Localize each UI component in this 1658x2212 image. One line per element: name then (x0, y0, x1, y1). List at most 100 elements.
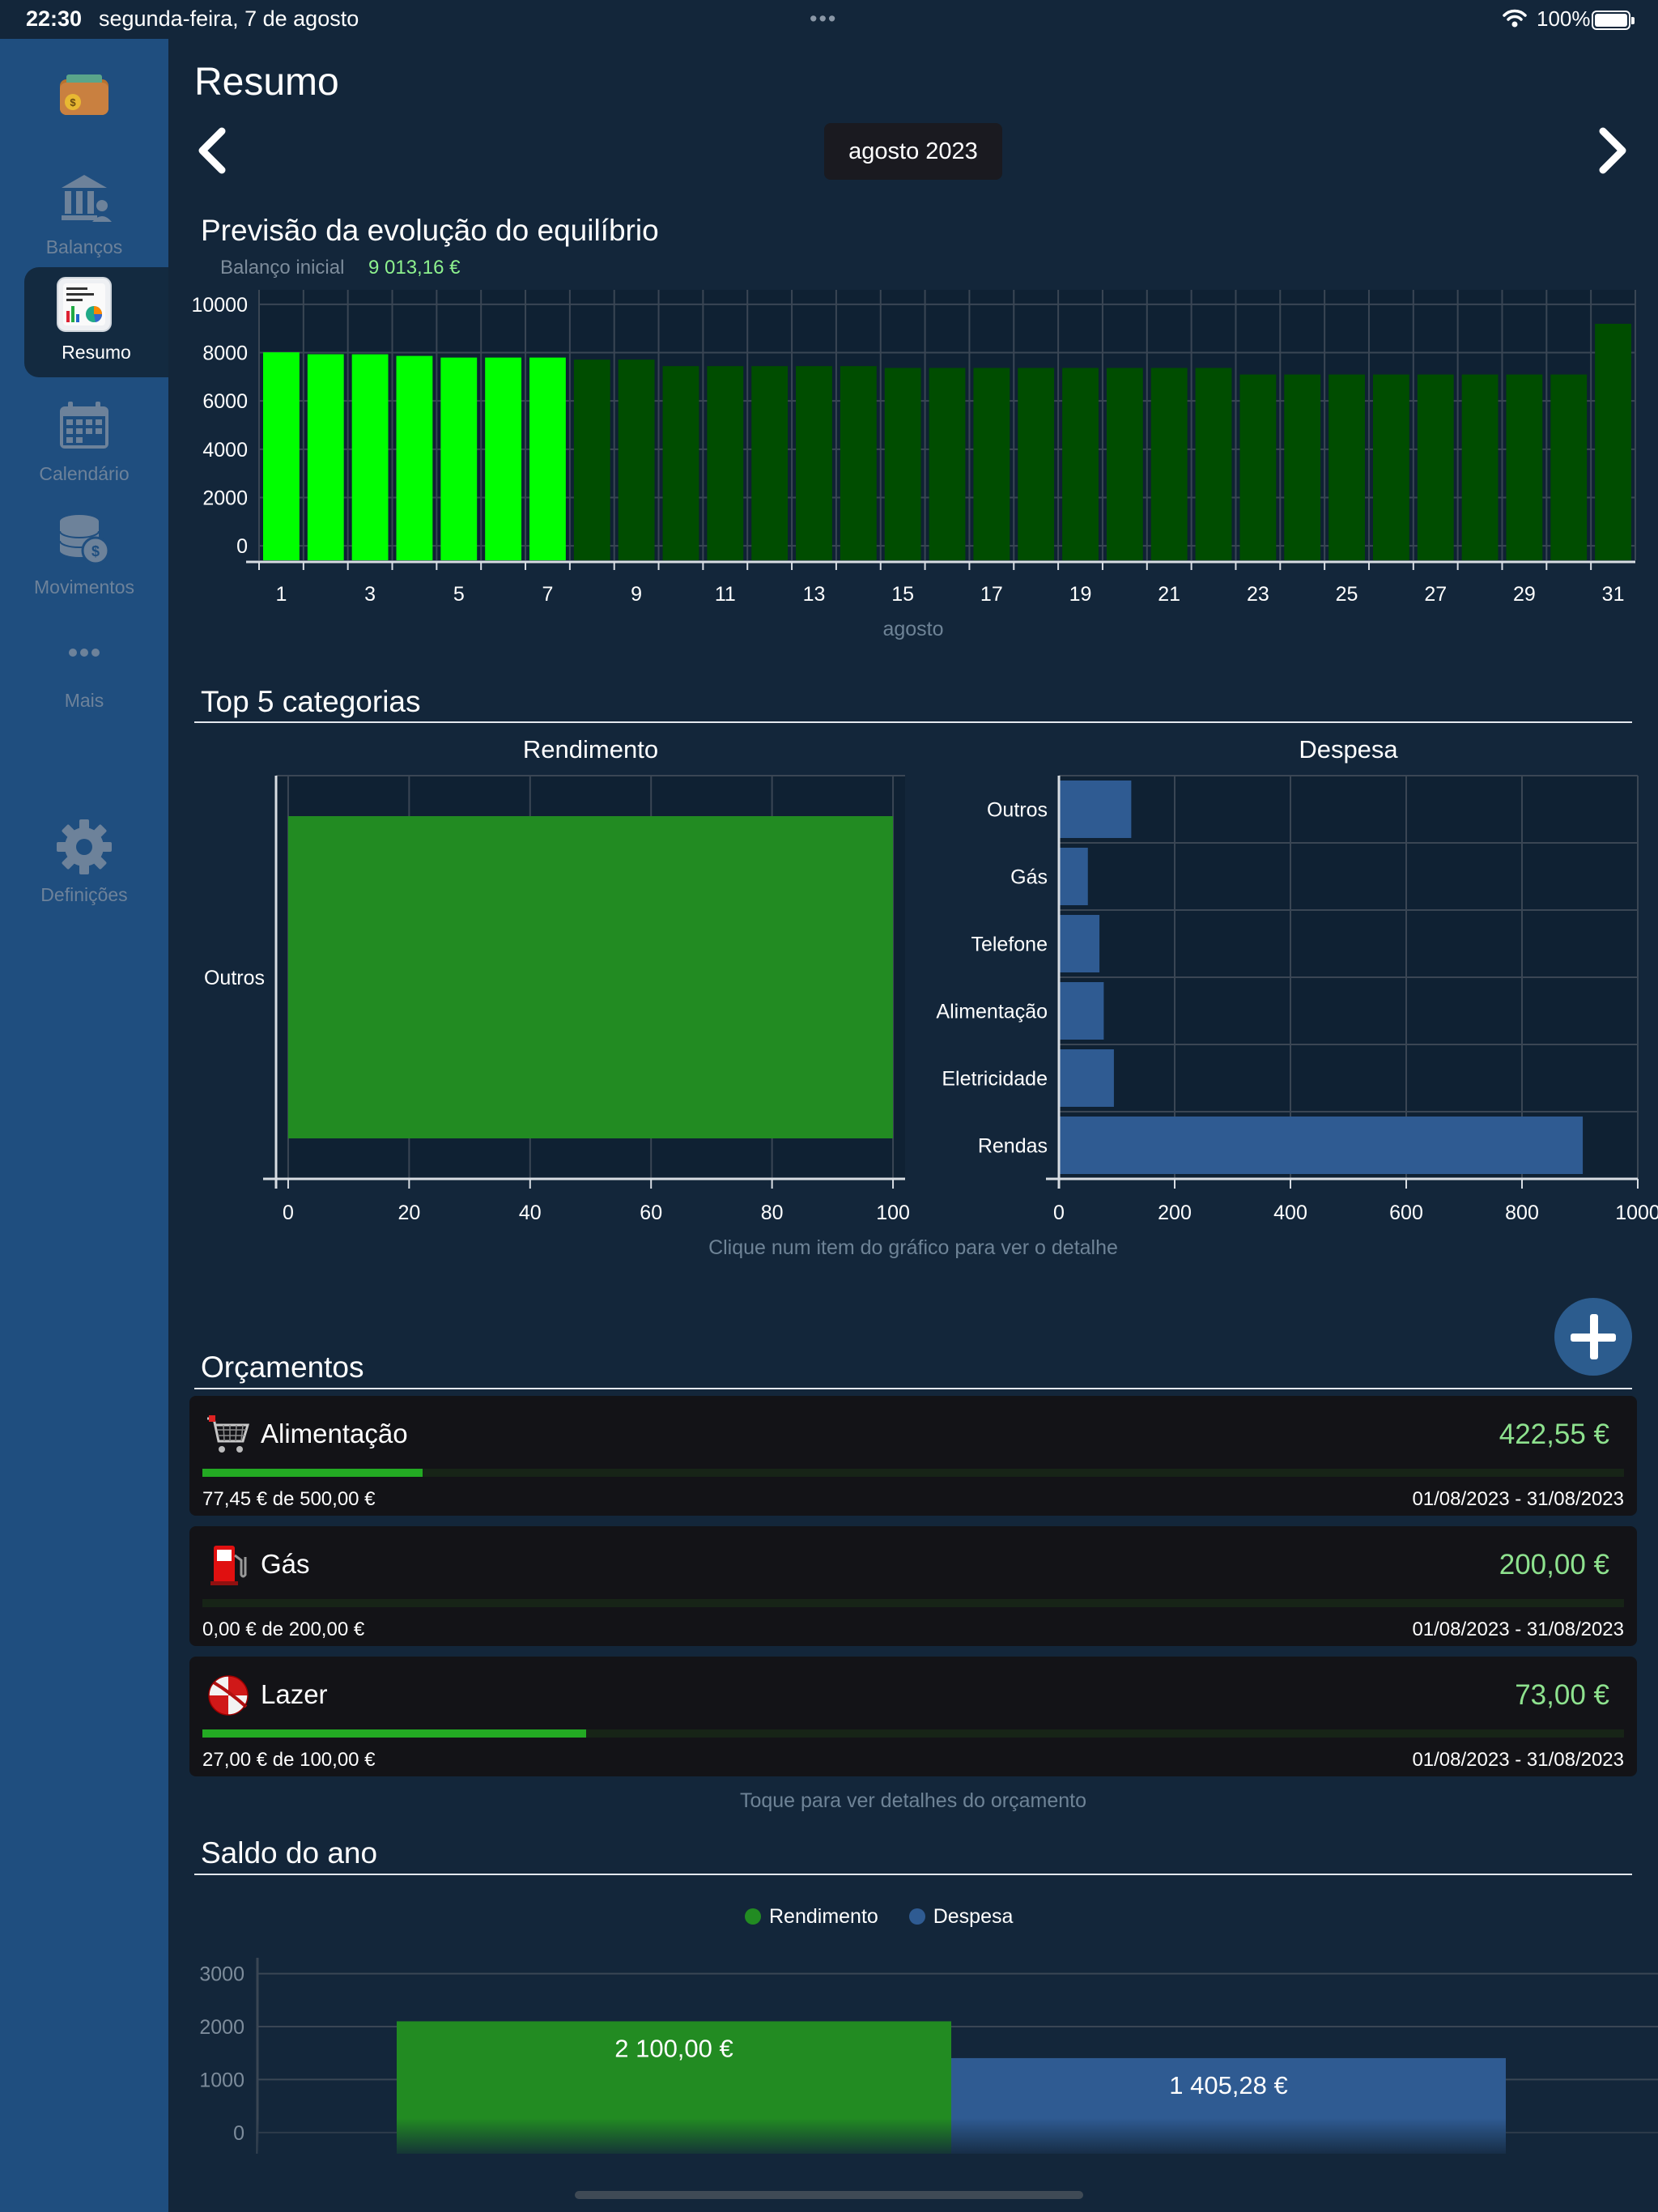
battery-icon (1592, 11, 1635, 30)
y-tick-label: 0 (236, 535, 248, 558)
x-tick-label: 27 (1424, 583, 1447, 606)
balance-forecast-title: Previsão da evolução do equilíbrio (201, 214, 659, 247)
x-tick-label: 1 (275, 583, 287, 606)
budgets-title: Orçamentos (201, 1351, 364, 1384)
wallet-icon: $ (60, 74, 108, 115)
category-label: Outros (204, 967, 265, 989)
x-tick-label: 25 (1336, 583, 1358, 606)
fuel-pump-icon (210, 1546, 247, 1585)
bar-day-6 (485, 357, 522, 560)
data-label: 2 100,00 € (614, 2034, 733, 2062)
x-tick-label: 17 (980, 583, 1003, 606)
bar-day-1 (263, 352, 300, 560)
budget-card-alimentacao[interactable]: Alimentação 422,55 € 77,45 € de 500,00 €… (189, 1396, 1637, 1516)
budget-hint: Toque para ver detalhes do orçamento (739, 1789, 1087, 1812)
x-tick-label: 21 (1158, 583, 1180, 606)
bar-day-7 (529, 357, 566, 560)
bar-day-9 (618, 359, 655, 560)
bar-day-27 (1417, 374, 1454, 560)
sidebar-item-definicoes[interactable]: Definições (0, 810, 168, 920)
section-divider (194, 1388, 1632, 1389)
sidebar-item-mais[interactable]: Mais (0, 615, 168, 725)
bar-day-31 (1595, 323, 1631, 560)
sidebar-item-balancos[interactable]: Balanços (0, 162, 168, 272)
chevron-right-icon[interactable] (1595, 126, 1630, 175)
bar-day-28 (1461, 374, 1499, 560)
initial-balance-value: 9 013,16 € (368, 257, 461, 279)
x-tick-label: 13 (803, 583, 826, 606)
bar-day-17 (973, 368, 1010, 560)
income-categories-chart[interactable]: Rendimento 0 20 40 60 80 100 Outros (168, 729, 913, 1263)
month-selector[interactable]: agosto 2023 (824, 123, 1002, 180)
y-tick-label: 0 (233, 2122, 244, 2145)
x-tick-label: 80 (761, 1202, 784, 1224)
expense-categories-chart[interactable]: Despesa 0 200 400 600 800 1000 Outros Gás Telefon… (913, 729, 1658, 1263)
battery-percent: 100% (1537, 6, 1591, 31)
more-icon (69, 649, 100, 657)
budget-remaining: 422,55 € (1499, 1419, 1609, 1450)
bar-day-24 (1284, 374, 1321, 560)
bar-day-14 (840, 366, 877, 560)
budget-spent: 0,00 € de 200,00 € (202, 1619, 365, 1640)
sidebar: $ Balanços Resumo (0, 39, 168, 2212)
budget-name: Gás (261, 1549, 310, 1579)
budget-progress-fill (202, 1469, 423, 1477)
budget-card-gas[interactable]: Gás 200,00 € 0,00 € de 200,00 € 01/08/20… (189, 1526, 1637, 1646)
status-date: segunda-feira, 7 de agosto (99, 6, 359, 31)
bar-eletricidade (1059, 1049, 1114, 1107)
bar-day-13 (796, 366, 832, 560)
x-tick-label: 200 (1158, 1202, 1192, 1224)
x-tick-label: 20 (397, 1202, 420, 1224)
bottom-fade (257, 2118, 1658, 2154)
budget-progress-track (202, 1469, 1624, 1477)
budget-period: 01/08/2023 - 31/08/2023 (1412, 1619, 1624, 1640)
sidebar-item-resumo[interactable]: Resumo (24, 267, 168, 377)
add-budget-button[interactable] (1554, 1298, 1632, 1376)
bar-day-25 (1329, 374, 1365, 560)
year-balance-chart[interactable]: 0 1000 2000 3000 2 100,00 € 1 405,28 € (168, 1943, 1658, 2154)
sidebar-item-label: Definições (40, 884, 128, 905)
x-tick-label: 15 (891, 583, 914, 606)
bar-day-16 (929, 368, 966, 560)
budget-name: Lazer (261, 1679, 328, 1709)
bar-outros (287, 816, 894, 1138)
svg-text:$: $ (70, 96, 76, 108)
bar-day-20 (1106, 368, 1143, 560)
budget-period: 01/08/2023 - 31/08/2023 (1412, 1488, 1624, 1510)
sidebar-item-wallet[interactable]: $ (0, 58, 168, 168)
shopping-cart-icon (207, 1415, 250, 1453)
coins-icon: $ (59, 515, 110, 565)
bar-day-2 (307, 354, 344, 560)
x-tick-label: 5 (453, 583, 465, 606)
budget-spent: 77,45 € de 500,00 € (202, 1488, 376, 1510)
sidebar-item-movimentos[interactable]: $ Movimentos (0, 502, 168, 612)
x-tick-label: 31 (1602, 583, 1625, 606)
multitasking-dots-icon[interactable]: ••• (810, 6, 838, 31)
home-indicator (575, 2191, 1083, 2199)
bar-day-15 (884, 368, 921, 560)
category-label: Outros (987, 799, 1048, 822)
bar-gás (1059, 848, 1088, 905)
x-tick-label: 40 (519, 1202, 542, 1224)
x-tick-label: 800 (1505, 1202, 1539, 1224)
legend-label-income: Rendimento (769, 1905, 878, 1928)
y-tick-label: 4000 (202, 439, 248, 462)
x-tick-label: 3 (364, 583, 376, 606)
chevron-left-icon[interactable] (194, 126, 230, 175)
budget-card-lazer[interactable]: Lazer 73,00 € 27,00 € de 100,00 € 01/08/… (189, 1657, 1637, 1776)
summary-icon (57, 277, 112, 332)
y-tick-label: 3000 (199, 1963, 244, 1986)
bar-day-30 (1550, 374, 1588, 560)
x-tick-label: 1000 (1615, 1202, 1658, 1224)
year-balance-title: Saldo do ano (201, 1836, 378, 1870)
chart-title: Rendimento (523, 735, 658, 764)
y-tick-label: 8000 (202, 342, 248, 365)
sidebar-item-calendario[interactable]: Calendário (0, 389, 168, 499)
y-tick-label: 2000 (202, 487, 248, 509)
page-title: Resumo (194, 61, 339, 104)
gear-icon (57, 819, 112, 874)
x-tick-label: 0 (283, 1202, 294, 1224)
bar-alimentação (1059, 982, 1104, 1040)
budget-progress-track (202, 1599, 1624, 1607)
